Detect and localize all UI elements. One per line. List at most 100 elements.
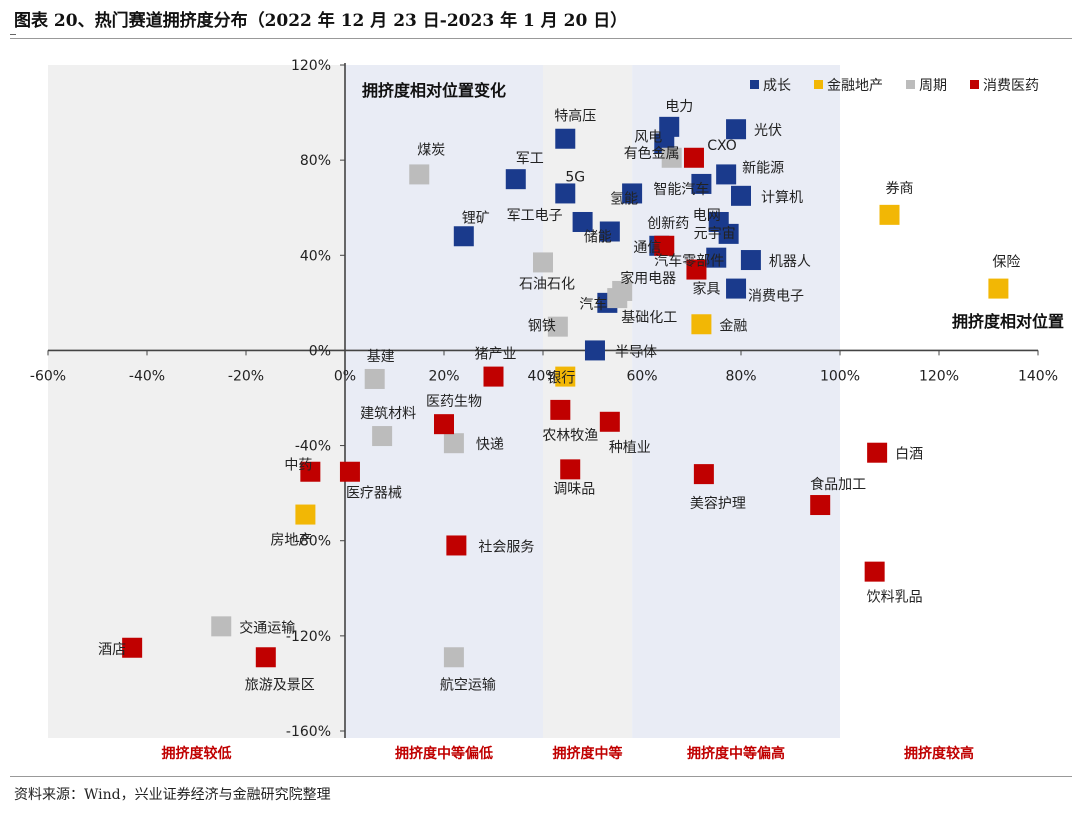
legend-label-4: 消费医药	[983, 78, 1039, 94]
point-1-10	[731, 185, 751, 206]
point-4-7	[599, 411, 620, 432]
figure-title: 图表 20、热门赛道拥挤度分布（2022 年 12 月 23 日-2023 年 …	[14, 11, 628, 31]
point-3-8	[372, 426, 393, 447]
point-1-9	[622, 183, 643, 204]
point-4-12	[867, 442, 888, 463]
point-label-1-13: 电网	[693, 208, 721, 224]
point-1-5	[505, 169, 526, 190]
point-label-1-17: 汽车零部件	[654, 253, 724, 270]
point-4-17	[255, 647, 276, 668]
point-label-1-9: 氢能	[610, 191, 638, 207]
point-1-17	[706, 247, 727, 268]
point-4-13	[810, 495, 831, 516]
x-tick-label-10: 140%	[1018, 368, 1058, 384]
point-4-15	[864, 561, 885, 582]
band-1	[48, 65, 345, 738]
point-4-1	[683, 147, 704, 168]
point-4-5	[434, 414, 454, 435]
point-4-16	[122, 637, 143, 658]
band-label-5: 拥挤度较高	[904, 745, 974, 762]
point-label-1-18: 机器人	[769, 254, 811, 270]
point-1-18	[740, 250, 761, 271]
point-label-1-3: 特高压	[554, 108, 596, 125]
point-4-6	[550, 399, 571, 420]
band-label-3: 拥挤度中等	[553, 745, 623, 762]
legend-label-3: 周期	[919, 78, 947, 94]
point-1-14	[718, 223, 739, 244]
point-1-3	[555, 128, 576, 149]
point-label-4-15: 饮料乳品	[867, 590, 923, 606]
point-3-6	[607, 288, 628, 309]
point-label-1-21: 半导体	[615, 344, 657, 360]
x-tick-label-7: 80%	[725, 368, 756, 384]
point-3-11	[443, 647, 464, 668]
point-label-2-1: 券商	[886, 181, 914, 197]
point-label-3-11: 航空运输	[440, 677, 496, 693]
point-4-2	[654, 235, 675, 256]
point-1-2	[726, 119, 747, 140]
point-3-10	[211, 616, 232, 637]
source-note: 资料来源：Wind，兴业证券经济与金融研究院整理	[14, 787, 331, 803]
point-1-15	[453, 226, 474, 247]
x-tick-label-1: -40%	[129, 368, 165, 384]
point-1-19	[726, 278, 747, 299]
y-tick-label-7: 120%	[291, 58, 331, 74]
point-label-4-2: 创新药	[647, 216, 689, 232]
point-label-4-1: CXO	[707, 138, 737, 154]
point-1-11	[572, 211, 593, 232]
point-label-1-4: 风电	[634, 129, 662, 145]
legend-marker-1	[750, 80, 759, 89]
y-tick-label-3: -40%	[295, 439, 331, 455]
chart-title: 拥挤度相对位置变化	[362, 81, 506, 100]
point-label-1-2: 光伏	[754, 123, 782, 139]
point-label-2-5: 房地产	[270, 533, 312, 549]
band-5	[840, 65, 1038, 738]
point-4-4	[483, 366, 504, 387]
point-3-2	[661, 147, 682, 168]
point-1-8	[555, 183, 576, 204]
point-label-1-7: 智能汽车	[653, 181, 709, 198]
point-label-1-14: 元宇宙	[694, 226, 736, 242]
y-tick-label-1: -120%	[286, 629, 331, 645]
x-tick-label-9: 120%	[919, 368, 959, 384]
point-3-7	[364, 368, 385, 389]
scatter-chart: 拥挤度较低 拥挤度中等偏低 拥挤度中等 拥挤度中等偏高 拥挤度较高 -60% -40% -20…	[30, 58, 1064, 762]
point-label-3-10: 交通运输	[239, 619, 295, 636]
point-label-3-8: 建筑材料	[360, 406, 416, 422]
point-label-4-10: 调味品	[553, 481, 595, 497]
point-label-1-1: 电力	[665, 99, 693, 115]
point-label-1-19: 消费电子	[748, 289, 804, 305]
point-4-3	[686, 259, 707, 280]
x-tick-label-2: -20%	[228, 368, 264, 384]
point-2-4	[555, 366, 576, 387]
point-label-1-11: 军工电子	[507, 208, 563, 224]
point-4-14	[446, 535, 467, 556]
legend-label-1: 成长	[763, 78, 791, 94]
source-rule	[10, 776, 1072, 777]
point-label-3-4: 家用电器	[620, 270, 676, 287]
x-tick-label-8: 100%	[820, 368, 860, 384]
point-label-1-15: 锂矿	[462, 210, 490, 226]
point-label-1-8: 5G	[565, 169, 585, 185]
point-label-4-13: 食品加工	[810, 476, 866, 493]
legend-marker-2	[814, 80, 823, 89]
point-label-4-16: 酒店	[98, 642, 126, 658]
legend-label-2: 金融地产	[827, 78, 883, 94]
x-axis-title: 拥挤度相对位置	[952, 312, 1064, 331]
point-label-3-2: 有色金属	[624, 145, 680, 162]
point-2-3	[691, 314, 712, 335]
band-label-2: 拥挤度中等偏低	[395, 745, 493, 762]
legend-marker-4	[970, 80, 979, 89]
point-label-1-10: 计算机	[761, 190, 803, 206]
point-3-3	[533, 252, 553, 273]
point-label-4-4: 猪产业	[475, 347, 517, 363]
y-tick-label-0: -160%	[286, 724, 331, 740]
title-rule-mark	[10, 34, 16, 35]
point-4-11	[693, 464, 714, 485]
x-tick-label-5: 40%	[527, 368, 558, 384]
point-label-2-2: 保险	[992, 255, 1020, 271]
point-label-4-6: 农林牧渔	[542, 428, 598, 444]
y-tick-label-5: 40%	[300, 248, 331, 264]
legend-marker-3	[906, 80, 915, 89]
y-tick-label-2: -80%	[295, 534, 331, 550]
